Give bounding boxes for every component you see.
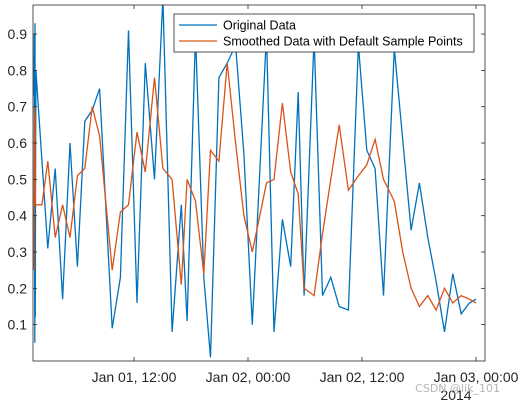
y-tick-label: 0.9	[8, 26, 28, 42]
y-tick-label: 0.6	[8, 135, 28, 151]
y-tick-label: 0.3	[8, 244, 28, 260]
x-tick-label: Jan 02, 12:00	[320, 369, 405, 385]
y-axis: 0.1 0.2 0.3 0.4 0.5 0.6 0.7 0.8 0.9	[8, 26, 485, 333]
legend-box	[173, 13, 475, 53]
series-line-2	[33, 63, 477, 312]
watermark: CSDN @lik_101	[415, 382, 500, 395]
y-tick-label: 0.5	[8, 171, 28, 187]
y-tick-label: 0.7	[8, 99, 28, 115]
y-tick-label: 0.1	[8, 317, 28, 333]
x-axis-year-label: 2014	[440, 387, 471, 403]
x-tick-label: Jan 03, 00:00	[434, 369, 519, 385]
y-tick-label: 0.2	[8, 280, 28, 296]
y-tick-label: 0.8	[8, 62, 28, 78]
plot-frame	[32, 4, 486, 362]
x-axis: Jan 01, 12:00 Jan 02, 00:00 Jan 02, 12:00 J…	[92, 5, 519, 385]
x-tick-label: Jan 01, 12:00	[92, 369, 177, 385]
x-tick-label: Jan 02, 00:00	[206, 369, 291, 385]
series-line-1	[33, 5, 477, 358]
legend: Original Data Smoothed Data with Default …	[173, 13, 475, 53]
legend-label: Smoothed Data with Default Sample Points	[223, 35, 463, 49]
legend-label: Original Data	[223, 19, 296, 33]
series-layer	[33, 5, 477, 358]
y-tick-label: 0.4	[8, 208, 28, 224]
